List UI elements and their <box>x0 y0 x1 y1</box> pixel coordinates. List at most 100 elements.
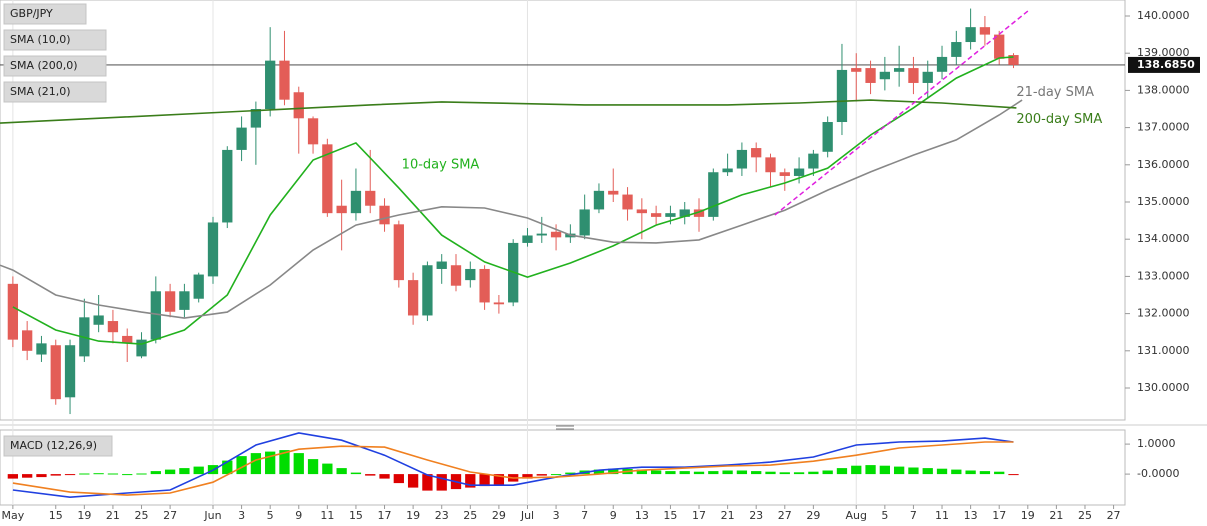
candle-body <box>722 168 733 173</box>
candle-body <box>64 345 76 398</box>
histogram-bar <box>751 471 762 475</box>
histogram-bar <box>493 474 505 485</box>
candle-body <box>164 291 176 312</box>
x-tick-label: 13 <box>635 509 649 522</box>
histogram-bar <box>422 474 433 491</box>
indicator-line <box>774 9 1030 216</box>
candle-body <box>922 71 933 83</box>
candle-body <box>307 118 319 145</box>
histogram-bar <box>765 471 776 475</box>
candle-body <box>708 172 719 217</box>
candle-body <box>222 149 233 223</box>
annotation: 10-day SMA <box>402 157 480 172</box>
candle-body <box>379 205 390 225</box>
histogram-bar <box>393 474 404 484</box>
histogram-bar <box>693 471 705 475</box>
histogram-bar <box>965 470 976 475</box>
candle-body <box>522 235 533 243</box>
histogram-bar <box>336 468 347 475</box>
candle-body <box>479 268 490 303</box>
candle-body <box>365 190 376 206</box>
candle-body <box>793 168 805 176</box>
y-tick-label: 130.0000 <box>1137 381 1190 394</box>
histogram-bar <box>350 472 362 475</box>
indicator-box <box>3 29 107 51</box>
x-tick-label: 27 <box>163 509 177 522</box>
candle-body <box>393 224 404 281</box>
x-tick-label: 25 <box>463 509 477 522</box>
candle-body <box>965 27 976 43</box>
x-tick-label: 21 <box>106 509 120 522</box>
candle-body <box>107 321 119 333</box>
candle-body <box>665 213 676 217</box>
y-tick-label: 138.0000 <box>1137 83 1190 96</box>
histogram-bar <box>936 468 948 475</box>
y-tick-label: 131.0000 <box>1137 344 1190 357</box>
candle-body <box>836 69 848 123</box>
last-price-box <box>1128 56 1200 73</box>
candle-body <box>265 60 276 109</box>
candle-body <box>851 68 862 72</box>
candle-body <box>350 190 362 214</box>
histogram-bar <box>979 471 991 475</box>
candle-body <box>136 339 147 357</box>
last-price-label: 138.6850 <box>1137 58 1195 71</box>
x-tick-label: 19 <box>77 509 91 522</box>
candle-body <box>465 268 476 281</box>
histogram-bar <box>908 467 919 475</box>
histogram-bar <box>793 472 805 475</box>
histogram-bar <box>79 473 90 475</box>
candle-body <box>936 56 948 72</box>
candle-body <box>908 68 919 83</box>
histogram-bar <box>808 471 819 475</box>
histogram-bar <box>179 468 190 475</box>
histogram-bar <box>536 474 547 476</box>
y-tick-label: 134.0000 <box>1137 232 1190 245</box>
histogram-bar <box>93 473 104 475</box>
annotation: 21-day SMA <box>1016 85 1094 100</box>
x-tick-label: 29 <box>806 509 820 522</box>
x-tick-label: 29 <box>492 509 506 522</box>
x-tick-label: Aug <box>846 509 867 522</box>
candle-body <box>779 172 790 176</box>
candle-body <box>336 205 347 214</box>
x-tick-label: Jul <box>520 509 534 522</box>
x-tick-label: Jun <box>203 509 221 522</box>
x-tick-label: 19 <box>406 509 420 522</box>
histogram-bar <box>50 474 61 476</box>
y-tick-label: 1.0000 <box>1137 437 1176 450</box>
candle-body <box>36 343 47 355</box>
candle-body <box>608 190 619 195</box>
resize-handle[interactable] <box>556 425 574 430</box>
histogram-bar <box>951 469 962 475</box>
histogram-bar <box>150 471 161 475</box>
histogram-bar <box>7 474 19 479</box>
candle-body <box>579 209 590 236</box>
histogram-bar <box>822 470 833 475</box>
x-tick-label: May <box>1 509 24 522</box>
histogram-bar <box>365 474 376 476</box>
histogram-bar <box>407 474 419 488</box>
histogram-bar <box>708 471 719 475</box>
candle-body <box>179 291 190 310</box>
x-tick-label: 23 <box>749 509 763 522</box>
histogram-bar <box>565 472 576 475</box>
x-tick-label: 11 <box>935 509 949 522</box>
histogram-bar <box>250 453 262 475</box>
candle-body <box>550 231 562 238</box>
candle-body <box>822 122 833 152</box>
candle-body <box>951 42 962 57</box>
y-tick-label: -0.0000 <box>1137 467 1179 480</box>
candle-body <box>7 283 19 340</box>
histogram-bar <box>479 474 490 487</box>
y-tick-label: 137.0000 <box>1137 121 1190 134</box>
histogram-bar <box>1008 474 1019 476</box>
y-tick-label: 132.0000 <box>1137 307 1190 320</box>
x-tick-label: 21 <box>721 509 735 522</box>
x-tick-label: 3 <box>238 509 245 522</box>
indicator-box <box>3 3 87 25</box>
x-tick-label: 7 <box>910 509 917 522</box>
indicator-line <box>12 432 1014 499</box>
candle-body <box>650 213 662 217</box>
